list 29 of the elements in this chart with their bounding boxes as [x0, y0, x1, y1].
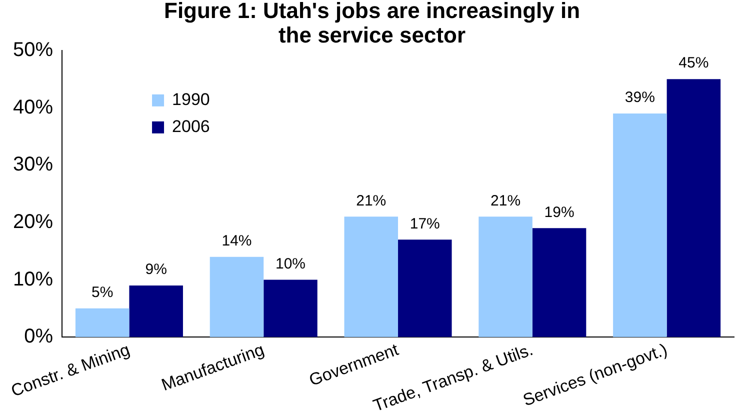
y-tick-label: 30%	[13, 154, 54, 176]
bar	[75, 308, 130, 338]
data-label: 5%	[92, 284, 114, 302]
data-label: 21%	[490, 192, 521, 210]
data-label: 39%	[624, 89, 655, 106]
data-label: 10%	[275, 255, 306, 272]
y-tick-label: 40%	[13, 96, 54, 118]
bar	[532, 228, 586, 338]
bar	[210, 256, 264, 338]
data-label: 21%	[356, 192, 386, 210]
y-tick-label: 0%	[24, 326, 54, 348]
data-label: 9%	[145, 261, 167, 278]
bar	[478, 216, 532, 338]
y-tick-label: 20%	[13, 210, 54, 233]
bar	[344, 216, 398, 338]
bar	[613, 113, 667, 338]
data-label: 45%	[678, 54, 709, 72]
bar	[264, 280, 318, 338]
y-tick-label: 10%	[13, 268, 54, 290]
legend-label: 2006	[172, 117, 210, 136]
data-label: 19%	[544, 204, 574, 221]
bar	[129, 285, 183, 338]
bar	[398, 240, 452, 338]
data-label: 17%	[410, 215, 440, 232]
chart-title: Figure 1: Utah's jobs are increasingly in the service sector	[164, 0, 580, 48]
bar	[666, 79, 721, 338]
y-tick-label: 50%	[13, 38, 54, 61]
legend-label: 1990	[172, 90, 210, 110]
data-label: 14%	[222, 232, 252, 250]
